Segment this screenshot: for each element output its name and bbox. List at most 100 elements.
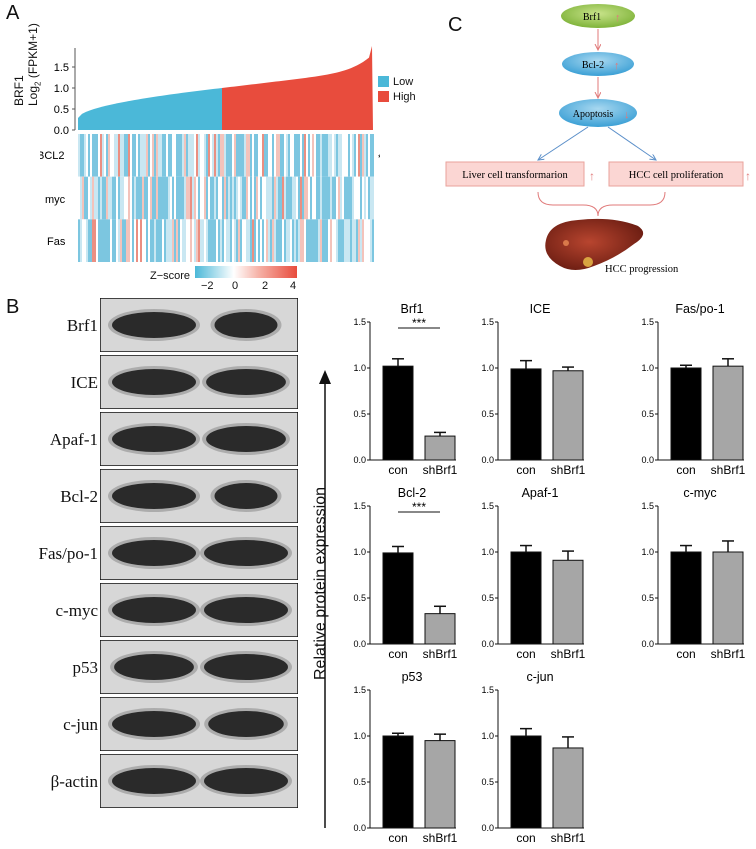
heatmap-cell [178,134,180,177]
heatmap-cell [140,219,142,262]
heatmap-cell [178,176,180,220]
heatmap-cell [280,134,282,177]
heatmap-cell [358,134,360,177]
protein-band-halo [108,537,200,569]
legend-high: High [378,89,448,104]
heatmap-cell [134,134,136,177]
chart-title: Apaf-1 [522,486,559,500]
chart-ytick-label: 0.5 [481,409,494,419]
heatmap-cell [306,134,308,177]
chart-ytick-label: 1.5 [481,317,494,327]
bar-shBrf1 [552,370,584,461]
category-label: con [676,463,695,475]
heatmap-cell [362,134,364,177]
heatmap-cell [162,134,164,177]
heatmap-cell [362,176,364,220]
heatmap-cell [236,134,238,177]
heatmap-cell [146,134,148,177]
heatmap-cell [310,176,312,220]
heatmap-cell [324,176,326,220]
heatmap-cell [88,176,90,220]
heatmap-cell [148,219,150,262]
heatmap-cell [108,219,110,262]
heatmap-cell [184,219,186,262]
panel-letter-c: C [448,14,463,36]
heatmap-cell [318,176,320,220]
heatmap-cell [174,176,176,220]
heatmap-cell [356,134,358,177]
bar-shBrf1 [552,747,584,829]
heatmap-cell [338,134,340,177]
heatmap-cell [260,219,262,262]
protein-band-halo [204,708,288,740]
heatmap-cell [202,219,204,262]
heatmap-cell [242,134,244,177]
zscore-tick: 4 [290,280,297,292]
heatmap-cell [342,176,344,220]
heatmap-cell [178,219,180,262]
node-apoptosis [559,99,637,127]
heatmap-cell [104,219,106,262]
heatmap-cell [198,176,200,220]
heatmap-cell [158,134,160,177]
heatmap-cell [264,176,266,220]
heatmap-cell [338,176,340,220]
blot-label: Brf1 [66,316,98,335]
protein-band-halo [200,651,292,683]
node-proliferation [608,161,744,187]
node-hcc-progression-label: HCC progression [605,264,679,275]
node-proliferation-label: HCC cell proliferation [629,170,724,181]
bar-chart-4: Apaf-1 0.0 0.5 1.0 1.5 con shBrf1 [481,486,585,659]
blot-label: Fas/po-1 [38,544,99,563]
high-expression-area [222,46,373,130]
heatmap-cell [268,219,270,262]
node-brf1 [561,4,635,28]
heatmap-cell [268,176,270,220]
heatmap-cell [230,134,232,177]
heatmap-cell [310,134,312,177]
blot-label: ICE [70,373,98,392]
heatmap-cell [240,219,242,262]
heatmap-cell [332,134,334,177]
chart-ytick-label: 0.0 [641,455,654,465]
heatmap-cell [270,176,272,220]
heatmap-cell [106,219,108,262]
heatmap-cell [150,219,152,262]
heatmap-cell [106,176,108,220]
heatmap-cell [282,219,284,262]
heatmap-cell [284,219,286,262]
heatmap-cell [160,219,162,262]
heatmap-cell [102,134,104,177]
heatmap-cell [254,134,256,177]
heatmap-cell [334,219,336,262]
heatmap-cell [318,219,320,262]
heatmap-cell [296,134,298,177]
pathway-diagram: Brf1 ↑ Bcl-2 ↑ Apoptosis ↓ Liver cell tr… [445,4,751,275]
heatmap-cell [188,176,190,220]
heatmap-cell [230,219,232,262]
heatmap-cell [224,219,226,262]
protein-band-halo [202,366,290,398]
heatmap-cell [244,219,246,262]
heatmap-cell [120,176,122,220]
heatmap-cell [238,134,240,177]
heatmap-cell [290,134,292,177]
legend-low: Low [378,74,448,89]
heatmap-cell [244,134,246,177]
heatmap-cell [248,176,250,220]
heatmap-cell [188,219,190,262]
heatmap-cell [82,176,84,220]
heatmap-cell [96,219,98,262]
chart-ytick-label: 0.5 [481,593,494,603]
heatmap-cell [286,219,288,262]
category-label: shBrf1 [423,647,458,659]
heatmap-cell [176,134,178,177]
protein-band [112,483,196,509]
protein-band [112,597,196,623]
heatmap-cell [292,219,294,262]
heatmap-cell [114,219,116,262]
heatmap-cell [124,134,126,177]
significance-stars: *** [412,316,426,330]
blot-strip [100,412,298,466]
heatmap-cell [308,134,310,177]
